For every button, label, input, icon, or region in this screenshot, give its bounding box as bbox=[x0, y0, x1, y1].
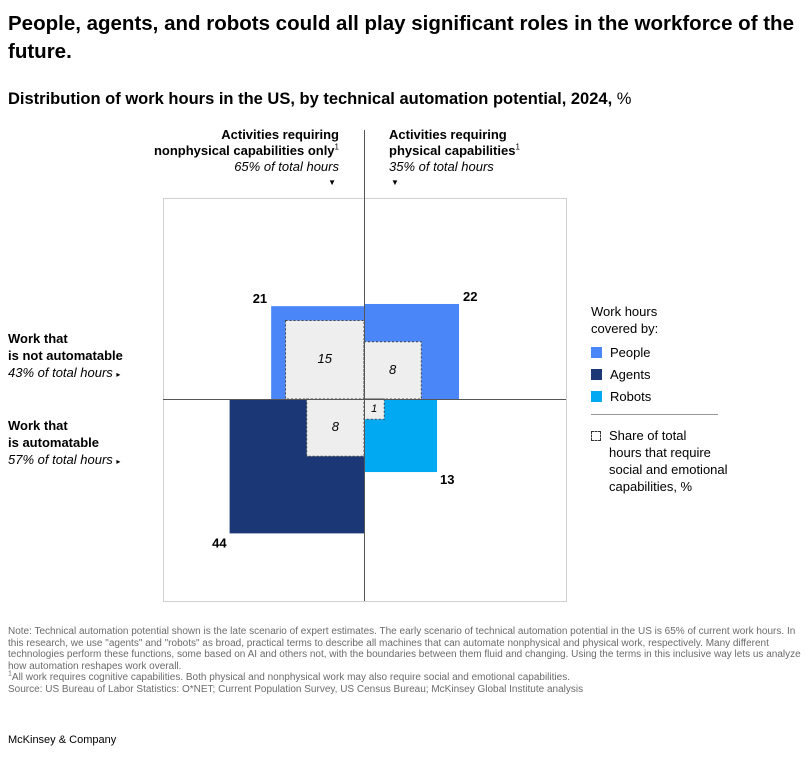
row-not-automatable-line2: is not automatable bbox=[8, 348, 123, 363]
legend-social-emotional: Share of total hours that require social… bbox=[591, 427, 751, 495]
col-physical-line2: physical capabilities bbox=[389, 143, 516, 158]
quadrant-chart: 15 8 8 1 21 22 44 13 bbox=[163, 130, 567, 602]
footer-brand: McKinsey & Company bbox=[8, 734, 117, 746]
notes: Note: Technical automation potential sho… bbox=[8, 626, 803, 695]
social-share-robots-physical bbox=[363, 398, 385, 420]
footnote: 1All work requires cognitive capabilitie… bbox=[8, 670, 803, 684]
column-header-nonphysical: Activities requiring nonphysical capabil… bbox=[100, 127, 339, 191]
social-share-people-physical bbox=[363, 341, 422, 400]
legend: Work hours covered by: People Agents Rob… bbox=[591, 303, 731, 407]
row-automatable-line1: Work that bbox=[8, 418, 68, 433]
source-text: Source: US Bureau of Labor Statistics: O… bbox=[8, 683, 584, 695]
right-triangle-icon: ▸ bbox=[116, 370, 121, 379]
col-nonphysical-line1: Activities requiring bbox=[221, 127, 339, 142]
robots-swatch bbox=[591, 390, 602, 402]
right-triangle-icon: ▸ bbox=[116, 457, 121, 466]
row-header-automatable: Work that is automatable 57% of total ho… bbox=[8, 417, 158, 470]
row-not-automatable-share: 43% of total hours bbox=[8, 365, 113, 380]
footnote-text: All work requires cognitive capabilities… bbox=[11, 672, 570, 683]
people-swatch bbox=[591, 346, 602, 358]
down-triangle-icon: ▼ bbox=[328, 178, 336, 187]
footnote-mark: 1 bbox=[334, 142, 339, 152]
legend-title-line1: Work hours bbox=[591, 304, 658, 319]
down-triangle-icon: ▼ bbox=[391, 178, 399, 187]
legend-divider bbox=[591, 414, 718, 415]
legend-item-agents: Agents bbox=[591, 363, 731, 385]
subtitle-unit: % bbox=[616, 90, 632, 108]
social-share-label: 15 bbox=[318, 351, 333, 366]
agents-swatch bbox=[591, 368, 602, 380]
legend-social-line4: capabilities, % bbox=[609, 479, 693, 494]
social-share-label: 8 bbox=[332, 419, 340, 434]
col-nonphysical-share: 65% of total hours bbox=[234, 159, 339, 174]
legend-social-line3: social and emotional bbox=[609, 462, 728, 477]
row-header-not-automatable: Work that is not automatable 43% of tota… bbox=[8, 330, 158, 383]
chart-subtitle: Distribution of work hours in the US, by… bbox=[8, 90, 631, 109]
legend-label-people: People bbox=[610, 344, 651, 360]
social-share-agents-nonphysical bbox=[306, 398, 365, 457]
row-not-automatable-line1: Work that bbox=[8, 331, 68, 346]
col-nonphysical-line2: nonphysical capabilities only bbox=[153, 143, 335, 158]
footnote-mark: 1 bbox=[8, 670, 12, 678]
row-automatable-line2: is automatable bbox=[8, 435, 100, 450]
legend-social-line2: hours that require bbox=[609, 445, 711, 460]
footnote-mark: 1 bbox=[515, 142, 520, 152]
legend-item-people: People bbox=[591, 341, 731, 363]
social-share-label: 8 bbox=[389, 362, 397, 377]
note-text: Note: Technical automation potential sho… bbox=[8, 626, 801, 672]
value-label: 44 bbox=[212, 535, 227, 550]
row-automatable-share: 57% of total hours bbox=[8, 452, 113, 467]
value-label: 13 bbox=[440, 472, 454, 487]
value-label: 21 bbox=[253, 291, 267, 306]
dashed-square-icon bbox=[591, 430, 601, 441]
legend-social-line1: Share of total bbox=[609, 428, 687, 443]
legend-label-agents: Agents bbox=[610, 366, 651, 382]
legend-item-robots: Robots bbox=[591, 385, 731, 407]
chart-title: People, agents, and robots could all pla… bbox=[8, 12, 794, 63]
legend-label-robots: Robots bbox=[610, 388, 652, 404]
legend-title-line2: covered by: bbox=[591, 321, 659, 336]
column-header-physical: Activities requiring physical capabiliti… bbox=[389, 127, 589, 191]
value-label: 22 bbox=[463, 289, 477, 304]
social-share-label: 1 bbox=[371, 403, 377, 415]
col-physical-line1: Activities requiring bbox=[389, 127, 507, 142]
col-physical-share: 35% of total hours bbox=[389, 159, 494, 174]
subtitle-text: Distribution of work hours in the US, by… bbox=[8, 90, 613, 108]
